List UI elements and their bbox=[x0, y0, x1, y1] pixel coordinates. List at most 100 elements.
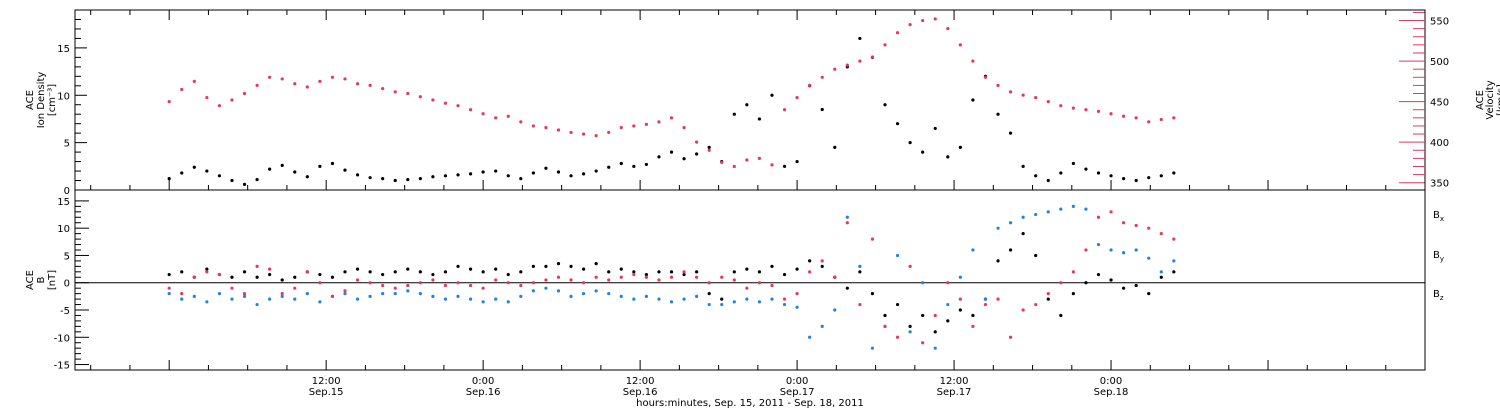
density-point bbox=[908, 141, 912, 145]
velocity-point bbox=[418, 95, 422, 99]
by-point bbox=[268, 297, 272, 301]
by-point bbox=[481, 300, 485, 304]
velocity-point bbox=[569, 130, 573, 135]
velocity-tick-label: 350 bbox=[1430, 179, 1449, 190]
bz-point bbox=[481, 286, 485, 290]
velocity-point bbox=[393, 90, 397, 94]
legend-subscript: y bbox=[1440, 255, 1444, 263]
bz-point bbox=[695, 275, 699, 279]
bz-point bbox=[355, 278, 360, 282]
density-point bbox=[456, 173, 460, 177]
bz-point bbox=[418, 281, 422, 285]
density-point bbox=[443, 174, 448, 178]
velocity-axis-title: Velocity bbox=[1485, 80, 1496, 119]
bx-point bbox=[531, 264, 535, 268]
velocity-point bbox=[632, 124, 636, 128]
by-point bbox=[280, 294, 284, 298]
bx-series bbox=[167, 232, 1176, 334]
bz-point bbox=[921, 341, 925, 345]
by-point bbox=[217, 292, 222, 296]
velocity-point bbox=[883, 43, 887, 47]
bz-point bbox=[1122, 221, 1126, 225]
density-point bbox=[1109, 174, 1113, 178]
by-point bbox=[1008, 221, 1013, 225]
velocity-point bbox=[167, 100, 171, 104]
density-point bbox=[958, 145, 962, 149]
bz-point bbox=[682, 270, 686, 274]
by-point bbox=[682, 297, 686, 301]
bz-point bbox=[908, 264, 912, 268]
by-point bbox=[795, 305, 799, 309]
density-point bbox=[167, 177, 171, 181]
bx-point bbox=[494, 267, 498, 271]
velocity-point bbox=[1021, 93, 1025, 97]
velocity-point bbox=[468, 108, 473, 112]
bz-point bbox=[870, 237, 875, 241]
density-point bbox=[355, 173, 360, 177]
velocity-point bbox=[870, 55, 875, 59]
velocity-point bbox=[820, 75, 824, 79]
density-point bbox=[506, 174, 510, 178]
bz-point bbox=[293, 286, 297, 290]
velocity-point bbox=[305, 85, 309, 89]
bx-point bbox=[820, 264, 824, 268]
by-point bbox=[632, 297, 636, 301]
bx-point bbox=[406, 267, 410, 271]
bz-point bbox=[983, 302, 988, 307]
bz-point bbox=[594, 275, 598, 279]
bx-point bbox=[883, 313, 887, 318]
velocity-point bbox=[644, 122, 648, 126]
bx-point bbox=[1147, 292, 1151, 296]
velocity-point bbox=[544, 125, 548, 130]
velocity-point bbox=[1008, 90, 1013, 94]
velocity-axis-title: ACE bbox=[1475, 90, 1486, 110]
velocity-point bbox=[808, 83, 812, 88]
bx-point bbox=[1071, 292, 1075, 296]
density-point bbox=[343, 168, 347, 172]
density-point bbox=[745, 103, 749, 107]
velocity-point bbox=[770, 163, 774, 167]
velocity-point bbox=[1122, 114, 1126, 118]
velocity-point bbox=[619, 125, 623, 130]
bz-point bbox=[795, 292, 799, 296]
velocity-point bbox=[669, 116, 674, 120]
bz-point bbox=[230, 286, 234, 290]
density-point bbox=[669, 150, 674, 154]
bz-point bbox=[1034, 302, 1038, 307]
bx-point bbox=[858, 270, 862, 274]
x-tick-date: Sep.16 bbox=[466, 387, 501, 398]
velocity-point bbox=[996, 83, 1000, 88]
by-point bbox=[205, 300, 209, 304]
by-point bbox=[782, 302, 787, 307]
velocity-point bbox=[1046, 100, 1050, 104]
density-point bbox=[657, 155, 661, 159]
by-point bbox=[494, 297, 498, 301]
by-point bbox=[544, 286, 548, 290]
velocity-point bbox=[1084, 108, 1088, 112]
bx-point bbox=[808, 259, 812, 263]
density-tick-label: 5 bbox=[64, 139, 70, 150]
legend-label: B bbox=[1433, 210, 1440, 221]
density-point bbox=[569, 174, 573, 178]
by-point bbox=[958, 275, 962, 279]
density-point bbox=[381, 177, 385, 181]
bz-point bbox=[368, 281, 372, 285]
velocity-series bbox=[167, 17, 1176, 169]
bx-point bbox=[732, 270, 736, 274]
by-point bbox=[506, 300, 510, 304]
bz-point bbox=[519, 283, 523, 288]
density-point bbox=[556, 170, 561, 174]
velocity-point bbox=[1071, 106, 1075, 110]
by-point bbox=[556, 289, 561, 293]
density-point bbox=[1122, 177, 1126, 181]
velocity-point bbox=[1034, 95, 1038, 100]
by-point bbox=[431, 294, 435, 298]
by-point bbox=[669, 300, 674, 304]
density-point bbox=[531, 171, 535, 175]
bx-point bbox=[958, 308, 962, 312]
by-point bbox=[657, 297, 661, 301]
by-point bbox=[1046, 210, 1050, 214]
bz-point bbox=[1172, 237, 1176, 241]
density-point bbox=[1034, 174, 1038, 178]
by-point bbox=[180, 297, 184, 301]
